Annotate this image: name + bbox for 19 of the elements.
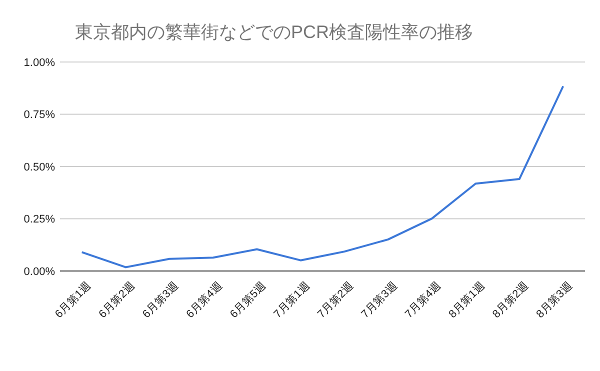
x-tick-label: 7月第3週 [359,280,400,321]
x-tick-label: 6月第3週 [140,280,181,321]
x-tick-label: 8月第1週 [446,280,488,321]
y-tick-label: 0.75% [24,109,56,122]
line-series [80,85,564,268]
y-tick-label: 0.50% [24,161,56,174]
chart-title: 東京都内の繁華街などでのPCR検査陽性率の推移 [75,22,474,42]
x-tick-label: 7月第2週 [315,280,356,321]
x-tick-label: 6月第1週 [52,280,94,321]
y-tick-label: 0.00% [24,266,56,278]
x-tick-label: 6月第4週 [184,280,225,321]
x-tick-label: 7月第4週 [402,280,444,321]
x-tick-label: 7月第1週 [272,280,312,321]
y-tick-label: 1.00% [24,56,56,69]
x-tick-label: 6月第2週 [96,280,138,321]
y-tick-label: 0.25% [24,214,56,226]
x-tick-label: 8月第3週 [534,280,575,321]
x-tick-label: 6月第5週 [228,280,268,321]
x-tick-label: 8月第2週 [490,280,531,321]
